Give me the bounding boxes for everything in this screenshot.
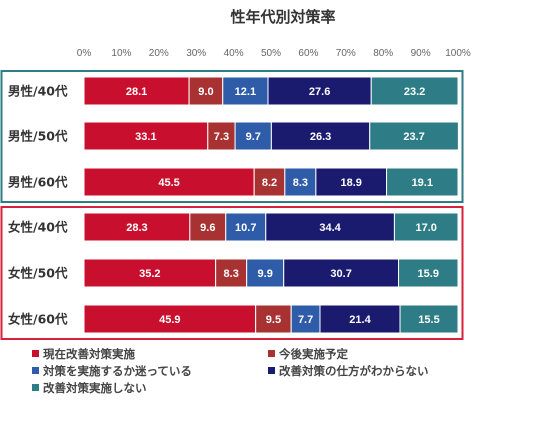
bar-segment [253,167,286,197]
bar-segment [267,76,372,106]
data-label: 10.7 [235,222,256,234]
data-label: 15.9 [418,268,439,280]
group-frame [0,70,464,203]
data-label: 21.4 [349,314,371,326]
bar-segment [188,76,224,106]
group-frame [0,206,464,340]
category-label: 女性/40代 [8,220,68,235]
category-label: 女性/60代 [8,312,68,327]
legend-swatch [32,384,39,391]
data-label: 27.6 [309,86,330,98]
data-label: 9.7 [246,131,261,143]
x-tick-label: 80% [373,48,393,59]
x-tick-label: 40% [224,48,244,59]
data-label: 45.5 [158,177,179,189]
x-tick-label: 70% [336,48,356,59]
data-label: 15.5 [418,314,439,326]
x-tick-label: 100% [445,48,471,59]
data-label: 23.2 [404,86,425,98]
bar-segment [83,304,257,334]
legend-swatch [32,350,39,357]
category-label: 女性/50代 [8,266,68,281]
data-label: 9.6 [200,222,215,234]
bar-segment [222,76,269,106]
data-label: 8.3 [293,177,308,189]
x-tick-label: 20% [149,48,169,59]
bar-segment [315,167,388,197]
bar-segment [386,167,459,197]
data-label: 9.5 [266,314,281,326]
legend-label: 今後実施予定 [278,347,348,361]
bar-segment [215,258,248,288]
data-label: 9.9 [258,268,273,280]
legend-swatch [268,367,275,374]
data-label: 26.3 [310,131,331,143]
data-label: 7.3 [214,131,229,143]
data-label: 33.1 [135,131,156,143]
bar-segment [207,121,236,151]
bar-segment [255,304,292,334]
bar-segment [370,76,459,106]
category-label: 男性/60代 [8,175,68,190]
data-label: 45.9 [159,314,180,326]
legend-swatch [32,367,39,374]
x-tick-label: 0% [77,48,92,59]
x-tick-label: 50% [261,48,281,59]
data-label: 9.0 [198,86,213,98]
bar-segment [399,304,459,334]
legend-label: 対策を実施するか迷っている [42,364,192,378]
data-label: 34.4 [319,222,341,234]
legend-swatch [268,350,275,357]
legend-label: 改善対策の仕方がわからない [279,364,429,378]
bar-segment [369,121,459,151]
bar-segment [246,258,285,288]
bar-segment [398,258,459,288]
x-tick-label: 30% [186,48,206,59]
x-tick-label: 90% [411,48,431,59]
data-label: 28.1 [126,86,147,98]
data-label: 30.7 [330,268,351,280]
bar-segment [83,121,209,151]
category-label: 男性/50代 [8,129,68,144]
data-label: 19.1 [412,177,433,189]
data-label: 12.1 [235,86,256,98]
data-label: 17.0 [415,222,436,234]
chart-title: 性年代別対策率 [230,8,335,26]
bar-segment [393,212,459,242]
data-label: 7.7 [298,314,313,326]
data-label: 18.9 [341,177,362,189]
bar-segment [225,212,267,242]
data-label: 8.2 [262,177,277,189]
bar-segment [319,304,401,334]
bar-segment [283,258,400,288]
category-label: 男性/40代 [8,84,68,99]
legend-label: 現在改善対策実施 [43,347,135,361]
data-label: 8.3 [224,268,239,280]
legend-label: 改善対策実施しない [43,381,147,395]
data-label: 35.2 [139,268,160,280]
data-label: 23.7 [403,131,424,143]
data-label: 28.3 [126,222,147,234]
x-tick-label: 10% [111,48,131,59]
x-tick-label: 60% [298,48,318,59]
bar-segment [189,212,227,242]
bar-segment [83,258,217,288]
